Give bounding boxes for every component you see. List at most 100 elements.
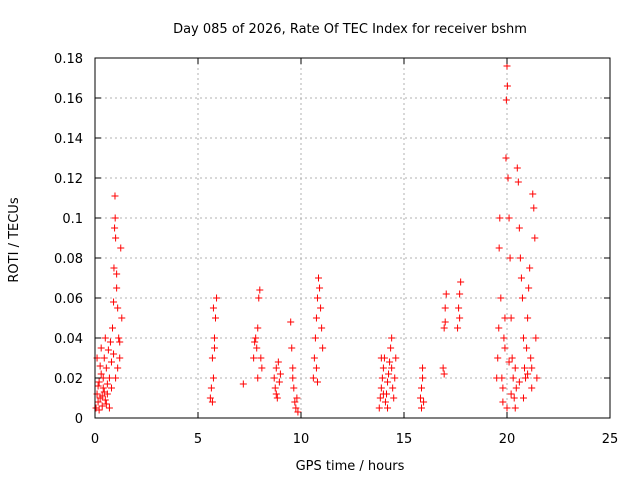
data-point xyxy=(523,344,531,352)
data-point xyxy=(293,394,301,402)
data-point xyxy=(519,334,527,342)
data-point xyxy=(517,274,525,282)
data-point xyxy=(441,318,449,326)
x-tick-label: 20 xyxy=(499,432,516,447)
data-point xyxy=(97,344,105,352)
data-point xyxy=(506,254,514,262)
data-point xyxy=(391,374,399,382)
y-tick-label: 0 xyxy=(75,412,83,427)
data-point xyxy=(95,378,103,386)
data-point xyxy=(94,382,102,390)
x-tick-label: 10 xyxy=(293,432,310,447)
data-point xyxy=(111,224,119,232)
data-point xyxy=(315,274,323,282)
data-point xyxy=(494,354,502,362)
data-point xyxy=(101,334,109,342)
data-point xyxy=(111,192,119,200)
data-point xyxy=(439,364,447,372)
data-point xyxy=(310,354,318,362)
data-point xyxy=(507,314,515,322)
data-point xyxy=(112,234,120,242)
data-point xyxy=(95,406,103,414)
data-point xyxy=(288,344,296,352)
data-point xyxy=(388,334,396,342)
data-point xyxy=(252,334,260,342)
data-point xyxy=(107,358,115,366)
y-tick-label: 0.16 xyxy=(54,92,83,107)
data-point xyxy=(318,324,326,332)
data-point xyxy=(250,354,258,362)
data-point xyxy=(377,384,385,392)
data-point xyxy=(287,318,295,326)
data-point xyxy=(505,358,513,366)
data-point xyxy=(440,324,448,332)
data-point xyxy=(385,370,393,378)
data-point xyxy=(239,380,247,388)
data-point xyxy=(253,344,261,352)
data-point xyxy=(256,286,264,294)
data-point xyxy=(251,338,259,346)
y-tick-label: 0.06 xyxy=(54,292,83,307)
data-point xyxy=(496,214,504,222)
y-tick-label: 0.04 xyxy=(54,332,83,347)
data-point xyxy=(273,394,281,402)
data-point xyxy=(529,190,537,198)
data-point xyxy=(528,364,536,372)
data-point xyxy=(104,346,112,354)
data-point xyxy=(209,374,217,382)
data-point xyxy=(210,334,218,342)
y-tick-label: 0.14 xyxy=(54,132,83,147)
y-tick-label: 0.18 xyxy=(54,52,83,67)
data-point xyxy=(118,314,126,322)
data-point xyxy=(518,294,526,302)
data-point xyxy=(419,364,427,372)
data-point xyxy=(312,314,320,322)
data-point xyxy=(274,358,282,366)
data-point xyxy=(270,374,278,382)
data-point xyxy=(440,370,448,378)
y-axis-label: ROTI / TECUs xyxy=(7,197,22,282)
data-point xyxy=(94,398,102,406)
data-point xyxy=(208,398,216,406)
data-point xyxy=(499,398,507,406)
data-point xyxy=(212,314,220,322)
data-point xyxy=(102,400,110,408)
data-point xyxy=(105,374,113,382)
x-tick-label: 0 xyxy=(91,432,99,447)
data-point xyxy=(456,290,464,298)
data-point xyxy=(102,364,110,372)
x-tick-labels: 0 5 10 15 20 25 xyxy=(91,432,618,447)
data-point xyxy=(513,164,521,172)
data-point xyxy=(527,354,535,362)
data-point xyxy=(502,96,510,104)
y-tick-label: 0.02 xyxy=(54,372,83,387)
y-tick-label: 0.08 xyxy=(54,252,83,267)
x-axis-label: GPS time / hours xyxy=(296,459,405,474)
x-tick-label: 5 xyxy=(194,432,202,447)
data-point xyxy=(110,350,118,358)
data-point xyxy=(457,278,465,286)
data-point xyxy=(378,374,386,382)
data-point xyxy=(530,204,538,212)
data-point xyxy=(209,304,217,312)
data-point xyxy=(105,404,113,412)
data-point xyxy=(313,294,321,302)
data-point xyxy=(113,284,121,292)
data-point xyxy=(97,370,105,378)
data-point xyxy=(509,374,517,382)
data-point xyxy=(292,404,300,412)
data-point xyxy=(98,392,106,400)
data-point xyxy=(507,390,515,398)
data-point xyxy=(495,244,503,252)
data-point xyxy=(498,374,506,382)
grid-lines xyxy=(95,58,610,418)
data-point xyxy=(316,284,324,292)
data-point xyxy=(524,314,532,322)
data-point xyxy=(531,234,539,242)
data-point xyxy=(313,378,321,386)
data-point xyxy=(210,344,218,352)
data-point xyxy=(392,354,400,362)
data-point xyxy=(516,254,524,262)
data-point xyxy=(113,270,121,278)
